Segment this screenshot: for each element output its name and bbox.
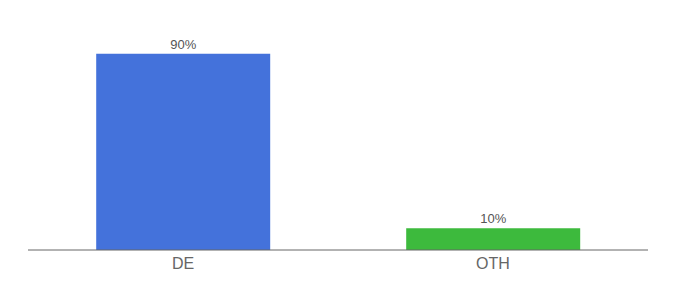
svg-text:10%: 10%: [480, 211, 506, 226]
svg-text:DE: DE: [172, 255, 194, 272]
svg-text:OTH: OTH: [476, 255, 510, 272]
svg-text:90%: 90%: [170, 37, 196, 52]
